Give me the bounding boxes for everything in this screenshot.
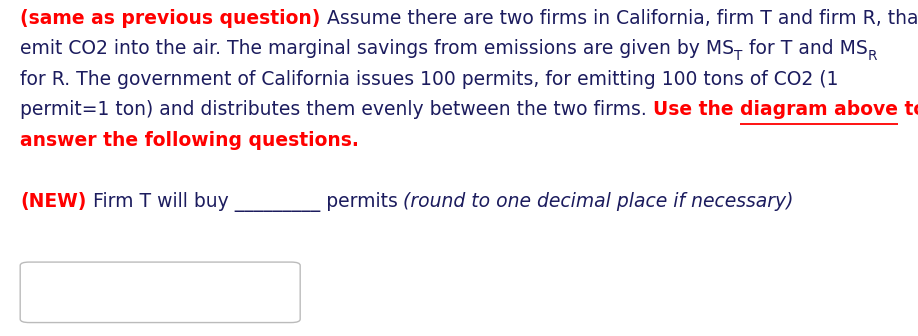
Text: Assume there are two firms in California, firm T and firm R, that: Assume there are two firms in California… xyxy=(320,8,918,28)
Text: Use the: Use the xyxy=(653,100,740,119)
Text: (round to one decimal place if necessary): (round to one decimal place if necessary… xyxy=(403,192,794,211)
Text: Firm T will buy _________ permits: Firm T will buy _________ permits xyxy=(86,192,403,212)
Text: (same as previous question): (same as previous question) xyxy=(20,8,320,28)
Text: emit CO2 into the air. The marginal savings from emissions are given by MS: emit CO2 into the air. The marginal savi… xyxy=(20,39,734,58)
Text: (NEW): (NEW) xyxy=(20,192,86,211)
Text: permit=1 ton) and distributes them evenly between the two firms.: permit=1 ton) and distributes them evenl… xyxy=(20,100,653,119)
Text: R: R xyxy=(868,49,877,62)
Text: for T and MS: for T and MS xyxy=(743,39,868,58)
Text: answer the following questions.: answer the following questions. xyxy=(20,131,359,150)
Text: diagram above: diagram above xyxy=(740,100,898,119)
Text: for R. The government of California issues 100 permits, for emitting 100 tons of: for R. The government of California issu… xyxy=(20,70,839,89)
Text: T: T xyxy=(734,49,743,62)
Text: to: to xyxy=(898,100,918,119)
